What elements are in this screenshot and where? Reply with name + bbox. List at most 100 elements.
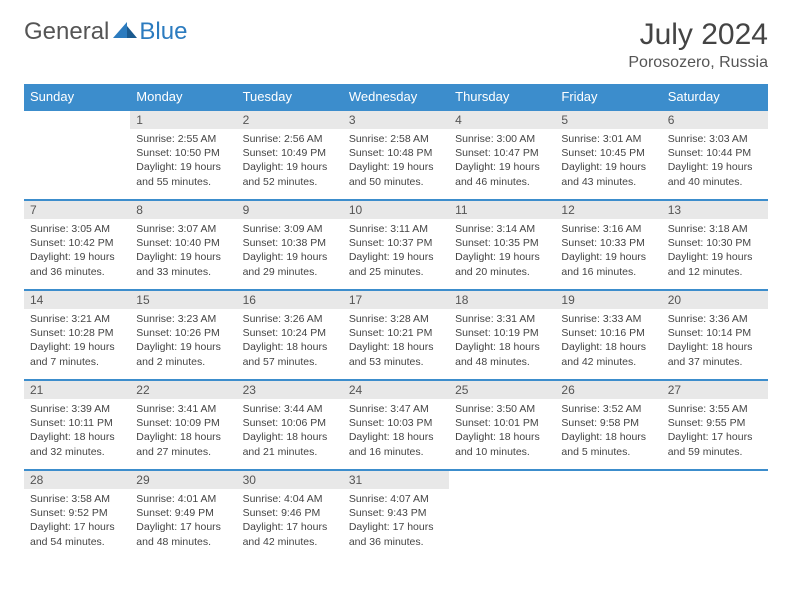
weekday-header: Friday [555, 84, 661, 110]
day-number: 20 [662, 291, 768, 309]
weekday-header: Sunday [24, 84, 130, 110]
day-number: 24 [343, 381, 449, 399]
calendar-day-cell: .. [24, 110, 130, 200]
day-number: 15 [130, 291, 236, 309]
day-number: 26 [555, 381, 661, 399]
calendar-day-cell: 15Sunrise: 3:23 AMSunset: 10:26 PMDaylig… [130, 290, 236, 380]
day-details: Sunrise: 3:58 AMSunset: 9:52 PMDaylight:… [24, 489, 130, 555]
day-number: 16 [237, 291, 343, 309]
calendar-day-cell: 19Sunrise: 3:33 AMSunset: 10:16 PMDaylig… [555, 290, 661, 380]
day-details: Sunrise: 2:56 AMSunset: 10:49 PMDaylight… [237, 129, 343, 195]
calendar-day-cell: 10Sunrise: 3:11 AMSunset: 10:37 PMDaylig… [343, 200, 449, 290]
calendar-day-cell: 28Sunrise: 3:58 AMSunset: 9:52 PMDayligh… [24, 470, 130, 560]
day-details: Sunrise: 3:09 AMSunset: 10:38 PMDaylight… [237, 219, 343, 285]
calendar-day-cell: 3Sunrise: 2:58 AMSunset: 10:48 PMDayligh… [343, 110, 449, 200]
day-details: Sunrise: 3:16 AMSunset: 10:33 PMDaylight… [555, 219, 661, 285]
calendar-day-cell: 13Sunrise: 3:18 AMSunset: 10:30 PMDaylig… [662, 200, 768, 290]
calendar-week-row: ..1Sunrise: 2:55 AMSunset: 10:50 PMDayli… [24, 110, 768, 200]
calendar-day-cell: 18Sunrise: 3:31 AMSunset: 10:19 PMDaylig… [449, 290, 555, 380]
day-details: Sunrise: 3:03 AMSunset: 10:44 PMDaylight… [662, 129, 768, 195]
day-number: 13 [662, 201, 768, 219]
day-number: 21 [24, 381, 130, 399]
location: Porosozero, Russia [628, 54, 768, 72]
day-details: Sunrise: 3:39 AMSunset: 10:11 PMDaylight… [24, 399, 130, 465]
day-number: 3 [343, 111, 449, 129]
day-details: Sunrise: 3:01 AMSunset: 10:45 PMDaylight… [555, 129, 661, 195]
day-number: 5 [555, 111, 661, 129]
calendar-day-cell: 27Sunrise: 3:55 AMSunset: 9:55 PMDayligh… [662, 380, 768, 470]
logo-text-blue: Blue [139, 18, 187, 46]
month-title: July 2024 [628, 18, 768, 52]
day-details: Sunrise: 3:52 AMSunset: 9:58 PMDaylight:… [555, 399, 661, 465]
day-number: 23 [237, 381, 343, 399]
calendar-day-cell: 7Sunrise: 3:05 AMSunset: 10:42 PMDayligh… [24, 200, 130, 290]
logo-text-general: General [24, 18, 109, 46]
calendar-day-cell: 5Sunrise: 3:01 AMSunset: 10:45 PMDayligh… [555, 110, 661, 200]
day-number: 10 [343, 201, 449, 219]
day-details: Sunrise: 3:44 AMSunset: 10:06 PMDaylight… [237, 399, 343, 465]
day-number: 11 [449, 201, 555, 219]
calendar-week-row: 21Sunrise: 3:39 AMSunset: 10:11 PMDaylig… [24, 380, 768, 470]
day-details: Sunrise: 3:36 AMSunset: 10:14 PMDaylight… [662, 309, 768, 375]
calendar-day-cell: 2Sunrise: 2:56 AMSunset: 10:49 PMDayligh… [237, 110, 343, 200]
calendar-day-cell: .. [662, 470, 768, 560]
day-details: Sunrise: 3:14 AMSunset: 10:35 PMDaylight… [449, 219, 555, 285]
header: General Blue July 2024 Porosozero, Russi… [24, 18, 768, 72]
day-number: 8 [130, 201, 236, 219]
day-details: Sunrise: 3:21 AMSunset: 10:28 PMDaylight… [24, 309, 130, 375]
day-number: 27 [662, 381, 768, 399]
day-details: Sunrise: 3:28 AMSunset: 10:21 PMDaylight… [343, 309, 449, 375]
logo-triangle-icon [113, 20, 137, 38]
weekday-header: Monday [130, 84, 236, 110]
calendar-day-cell: 14Sunrise: 3:21 AMSunset: 10:28 PMDaylig… [24, 290, 130, 380]
calendar-day-cell: .. [555, 470, 661, 560]
weekday-header: Tuesday [237, 84, 343, 110]
calendar-day-cell: 4Sunrise: 3:00 AMSunset: 10:47 PMDayligh… [449, 110, 555, 200]
day-details: Sunrise: 3:26 AMSunset: 10:24 PMDaylight… [237, 309, 343, 375]
day-number: 9 [237, 201, 343, 219]
day-details: Sunrise: 3:05 AMSunset: 10:42 PMDaylight… [24, 219, 130, 285]
logo: General Blue [24, 18, 187, 46]
calendar-day-cell: .. [449, 470, 555, 560]
calendar-week-row: 28Sunrise: 3:58 AMSunset: 9:52 PMDayligh… [24, 470, 768, 560]
title-block: July 2024 Porosozero, Russia [628, 18, 768, 72]
day-details: Sunrise: 2:58 AMSunset: 10:48 PMDaylight… [343, 129, 449, 195]
calendar-day-cell: 21Sunrise: 3:39 AMSunset: 10:11 PMDaylig… [24, 380, 130, 470]
day-number: 31 [343, 471, 449, 489]
day-number: 6 [662, 111, 768, 129]
day-number: 22 [130, 381, 236, 399]
day-details: Sunrise: 4:04 AMSunset: 9:46 PMDaylight:… [237, 489, 343, 555]
day-number: 7 [24, 201, 130, 219]
day-number: 19 [555, 291, 661, 309]
day-number: 2 [237, 111, 343, 129]
calendar-day-cell: 20Sunrise: 3:36 AMSunset: 10:14 PMDaylig… [662, 290, 768, 380]
day-details: Sunrise: 3:07 AMSunset: 10:40 PMDaylight… [130, 219, 236, 285]
day-number: 1 [130, 111, 236, 129]
calendar-day-cell: 9Sunrise: 3:09 AMSunset: 10:38 PMDayligh… [237, 200, 343, 290]
day-details: Sunrise: 3:00 AMSunset: 10:47 PMDaylight… [449, 129, 555, 195]
calendar-day-cell: 1Sunrise: 2:55 AMSunset: 10:50 PMDayligh… [130, 110, 236, 200]
calendar-day-cell: 29Sunrise: 4:01 AMSunset: 9:49 PMDayligh… [130, 470, 236, 560]
calendar-day-cell: 23Sunrise: 3:44 AMSunset: 10:06 PMDaylig… [237, 380, 343, 470]
day-number: 30 [237, 471, 343, 489]
calendar-day-cell: 12Sunrise: 3:16 AMSunset: 10:33 PMDaylig… [555, 200, 661, 290]
calendar-day-cell: 6Sunrise: 3:03 AMSunset: 10:44 PMDayligh… [662, 110, 768, 200]
day-details: Sunrise: 3:55 AMSunset: 9:55 PMDaylight:… [662, 399, 768, 465]
calendar-table: SundayMondayTuesdayWednesdayThursdayFrid… [24, 84, 768, 560]
calendar-day-cell: 22Sunrise: 3:41 AMSunset: 10:09 PMDaylig… [130, 380, 236, 470]
weekday-header: Wednesday [343, 84, 449, 110]
calendar-day-cell: 17Sunrise: 3:28 AMSunset: 10:21 PMDaylig… [343, 290, 449, 380]
calendar-week-row: 7Sunrise: 3:05 AMSunset: 10:42 PMDayligh… [24, 200, 768, 290]
day-details: Sunrise: 3:47 AMSunset: 10:03 PMDaylight… [343, 399, 449, 465]
calendar-header-row: SundayMondayTuesdayWednesdayThursdayFrid… [24, 84, 768, 110]
calendar-day-cell: 24Sunrise: 3:47 AMSunset: 10:03 PMDaylig… [343, 380, 449, 470]
day-details: Sunrise: 4:07 AMSunset: 9:43 PMDaylight:… [343, 489, 449, 555]
calendar-day-cell: 30Sunrise: 4:04 AMSunset: 9:46 PMDayligh… [237, 470, 343, 560]
day-details: Sunrise: 3:11 AMSunset: 10:37 PMDaylight… [343, 219, 449, 285]
day-details: Sunrise: 3:31 AMSunset: 10:19 PMDaylight… [449, 309, 555, 375]
weekday-header: Saturday [662, 84, 768, 110]
day-number: 12 [555, 201, 661, 219]
day-number: 18 [449, 291, 555, 309]
day-number: 14 [24, 291, 130, 309]
day-details: Sunrise: 3:50 AMSunset: 10:01 PMDaylight… [449, 399, 555, 465]
